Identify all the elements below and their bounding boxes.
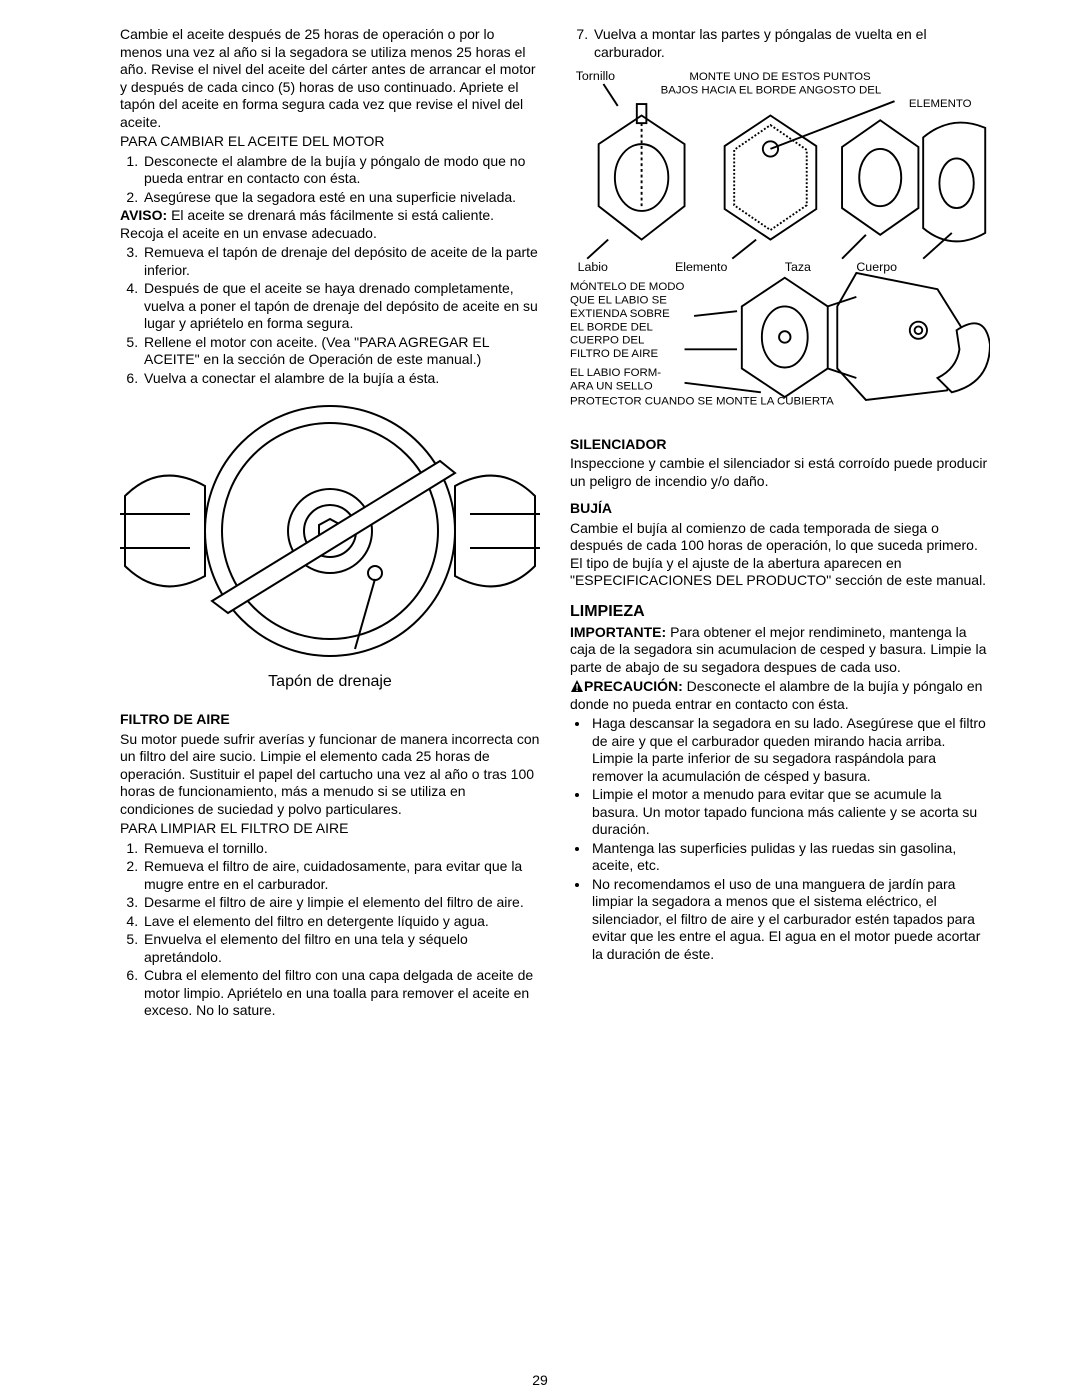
page-number: 29 bbox=[532, 1372, 548, 1390]
two-column-layout: Cambie el aceite después de 25 horas de … bbox=[120, 26, 990, 1021]
list-item: Rellene el motor con aceite. (Vea "PARA … bbox=[142, 334, 540, 369]
aviso-paragraph: AVISO: El aceite se drenará más fácilmen… bbox=[120, 207, 540, 242]
svg-text:FILTRO DE AIRE: FILTRO DE AIRE bbox=[570, 348, 658, 360]
manual-page: Cambie el aceite después de 25 horas de … bbox=[0, 0, 1080, 1397]
fig-label-monte3: ELEMENTO bbox=[909, 98, 972, 110]
list-item: Limpie el motor a menudo para evitar que… bbox=[590, 786, 990, 839]
importante-paragraph: IMPORTANTE: Para obtener el mejor rendim… bbox=[570, 624, 990, 677]
limpieza-heading: LIMPIEZA bbox=[570, 602, 990, 622]
drain-caption-text: Tapón de drenaje bbox=[268, 673, 392, 690]
cleaning-bullets: Haga descansar la segadora en su lado. A… bbox=[570, 715, 990, 963]
left-column: Cambie el aceite después de 25 horas de … bbox=[120, 26, 540, 1021]
list-item: Desconecte el alambre de la bujía y póng… bbox=[142, 153, 540, 188]
bujia-heading: BUJÍA bbox=[570, 500, 990, 518]
svg-text:CUERPO DEL: CUERPO DEL bbox=[570, 335, 644, 347]
list-item: Cubra el elemento del filtro con una cap… bbox=[142, 967, 540, 1020]
aviso-label: AVISO: bbox=[120, 207, 167, 223]
oil-steps-3-6: Remueva el tapón de drenaje del depósito… bbox=[120, 244, 540, 387]
list-item: Remueva el filtro de aire, cuidadosament… bbox=[142, 858, 540, 893]
svg-text:EXTIENDA SOBRE: EXTIENDA SOBRE bbox=[570, 308, 670, 320]
aviso-text: El aceite se drenará más fácilmente si e… bbox=[120, 207, 494, 241]
precaucion-paragraph: ! PRECAUCIÓN: Desconecte el alambre de l… bbox=[570, 678, 990, 713]
fig-label-labio: Labio bbox=[578, 260, 608, 274]
list-item: Lave el elemento del filtro en detergent… bbox=[142, 913, 540, 931]
svg-text:PROTECTOR CUANDO SE MONTE LA C: PROTECTOR CUANDO SE MONTE LA CUBIERTA bbox=[570, 396, 834, 408]
svg-text:QUE EL LABIO SE: QUE EL LABIO SE bbox=[570, 295, 667, 307]
list-item: Remueva el tapón de drenaje del depósito… bbox=[142, 244, 540, 279]
right-column: Vuelva a montar las partes y póngalas de… bbox=[570, 26, 990, 1021]
filter-clean-heading: PARA LIMPIAR EL FILTRO DE AIRE bbox=[120, 820, 540, 838]
filter-heading: FILTRO DE AIRE bbox=[120, 711, 540, 729]
list-item: Remueva el tornillo. bbox=[142, 840, 540, 858]
list-item: Desarme el filtro de aire y limpie el el… bbox=[142, 894, 540, 912]
fig-label-monte2: BAJOS HACIA EL BORDE ANGOSTO DEL bbox=[661, 85, 882, 97]
list-item: Mantenga las superficies pulidas y las r… bbox=[590, 840, 990, 875]
fig-label-tornillo: Tornillo bbox=[576, 69, 615, 83]
air-filter-figure: Tornillo MONTE UNO DE ESTOS PUNTOS BAJOS… bbox=[570, 63, 990, 426]
warning-icon: ! bbox=[570, 679, 584, 693]
intro-paragraph: Cambie el aceite después de 25 horas de … bbox=[120, 26, 540, 131]
oil-steps-1-2: Desconecte el alambre de la bujía y póng… bbox=[120, 153, 540, 207]
list-item: Vuelva a montar las partes y póngalas de… bbox=[592, 26, 990, 61]
fig-label-monte1: MONTE UNO DE ESTOS PUNTOS bbox=[689, 71, 871, 83]
list-item: Asegúrese que la segadora esté en una su… bbox=[142, 189, 540, 207]
importante-label: IMPORTANTE: bbox=[570, 624, 666, 640]
silenciador-text: Inspeccione y cambie el silenciador si e… bbox=[570, 455, 990, 490]
precaucion-label: PRECAUCIÓN: bbox=[584, 678, 683, 694]
svg-text:EL BORDE DEL: EL BORDE DEL bbox=[570, 321, 653, 333]
list-item: Envuelva el elemento del filtro en una t… bbox=[142, 931, 540, 966]
drain-plug-figure: Tapón de drenaje bbox=[120, 391, 540, 701]
filter-step-7: Vuelva a montar las partes y póngalas de… bbox=[570, 26, 990, 61]
svg-text:EL LABIO FORM-: EL LABIO FORM- bbox=[570, 367, 661, 379]
list-item: Después de que el aceite se haya drenado… bbox=[142, 280, 540, 333]
filter-paragraph: Su motor puede sufrir averías y funciona… bbox=[120, 731, 540, 819]
list-item: No recomendamos el uso de una manguera d… bbox=[590, 876, 990, 964]
svg-text:!: ! bbox=[575, 683, 578, 693]
bujia-text: Cambie el bujía al comienzo de cada temp… bbox=[570, 520, 990, 590]
fig-label-taza: Taza bbox=[785, 260, 811, 274]
svg-text:MÓNTELO DE MODO: MÓNTELO DE MODO bbox=[570, 280, 684, 293]
svg-text:ARA UN SELLO: ARA UN SELLO bbox=[570, 380, 653, 392]
fig-label-elemento: Elemento bbox=[675, 260, 727, 274]
oil-change-heading: PARA CAMBIAR EL ACEITE DEL MOTOR bbox=[120, 133, 540, 151]
silenciador-heading: SILENCIADOR bbox=[570, 436, 990, 454]
fig-label-cuerpo: Cuerpo bbox=[856, 260, 897, 274]
filter-steps: Remueva el tornillo. Remueva el filtro d… bbox=[120, 840, 540, 1020]
list-item: Haga descansar la segadora en su lado. A… bbox=[590, 715, 990, 785]
list-item: Vuelva a conectar el alambre de la bujía… bbox=[142, 370, 540, 388]
